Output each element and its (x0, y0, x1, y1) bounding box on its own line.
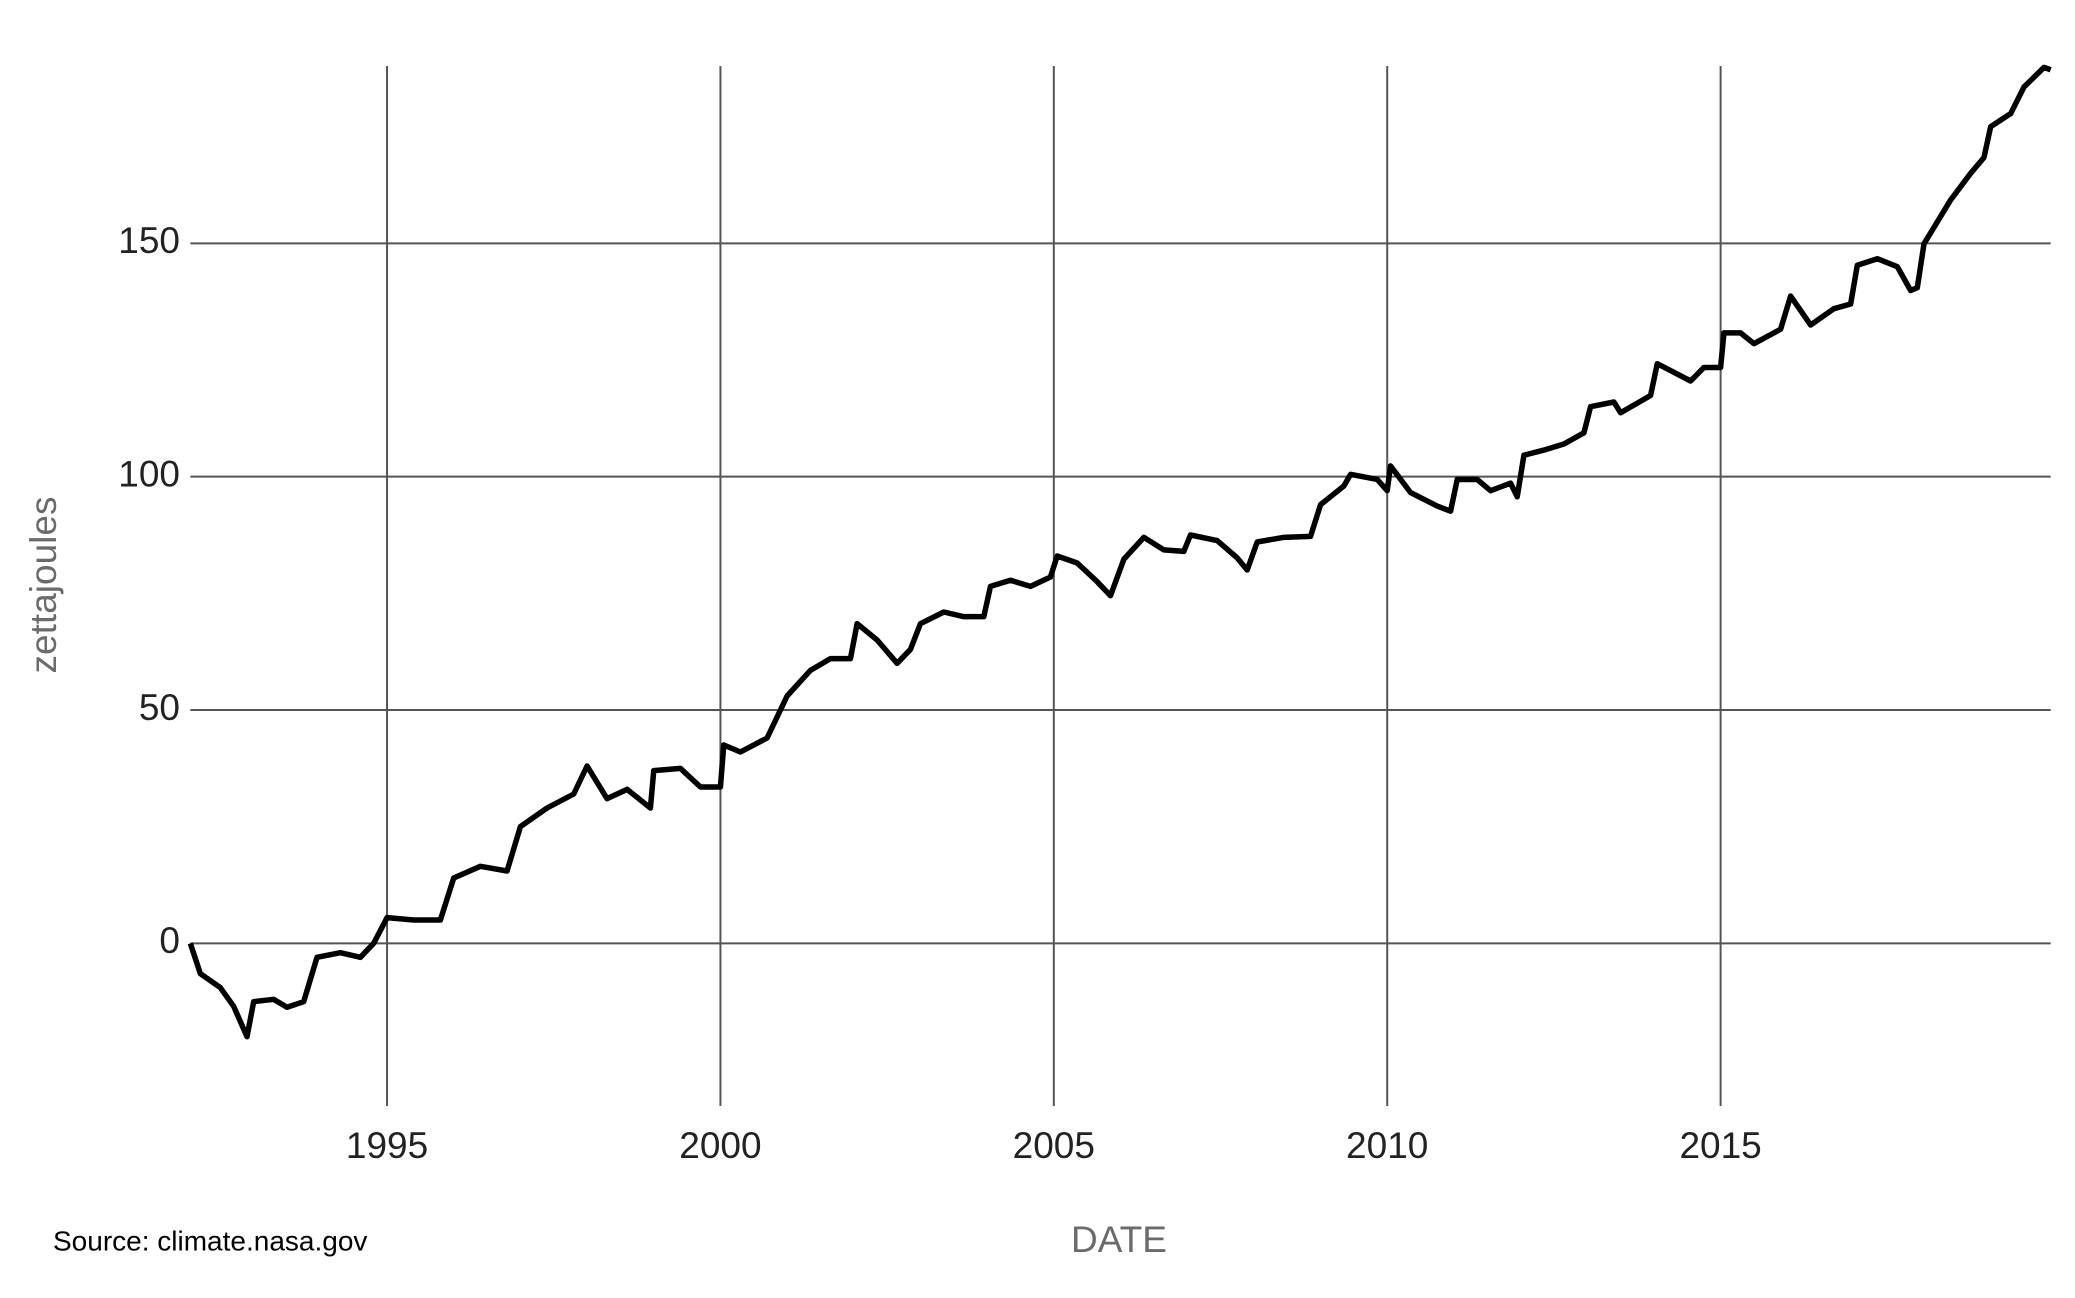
y-tick-label: 0 (159, 920, 180, 961)
x-tick-label: 1995 (346, 1125, 428, 1166)
y-axis-label: zettajoules (23, 497, 64, 674)
x-tick-label: 2010 (1346, 1125, 1428, 1166)
x-tick-label: 2015 (1679, 1125, 1761, 1166)
x-axis-label: DATE (1071, 1219, 1167, 1260)
data-line (187, 64, 2052, 1040)
x-tick-label: 2000 (679, 1125, 761, 1166)
y-tick-label: 50 (139, 687, 180, 728)
y-tick-label: 100 (118, 453, 180, 494)
x-tick-label: 2005 (1013, 1125, 1095, 1166)
source-note: Source: climate.nasa.gov (53, 1225, 367, 1256)
y-tick-label: 150 (118, 220, 180, 261)
